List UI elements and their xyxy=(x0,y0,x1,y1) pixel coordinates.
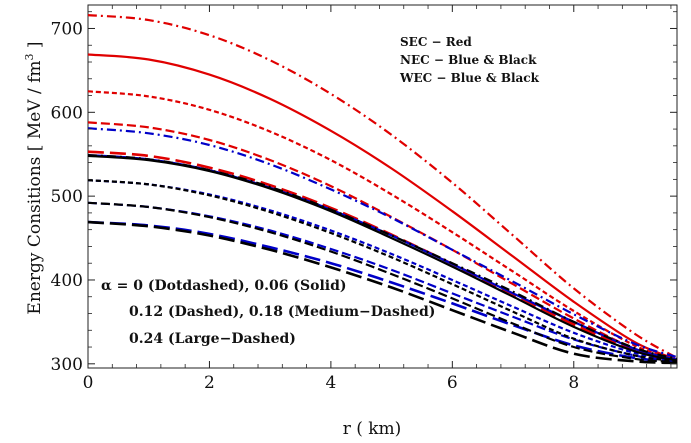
y-tick-label-2: 500 xyxy=(51,187,83,207)
x-tick-label-4: 8 xyxy=(568,373,579,393)
series-line-14 xyxy=(87,220,678,365)
legend-line-sec: SEC − Red xyxy=(400,35,472,49)
legend-box: SEC − Red NEC − Blue & Black WEC − Blue … xyxy=(399,35,540,85)
y-axis-title-superscript: 3 xyxy=(23,53,36,60)
series-line-2 xyxy=(87,90,678,362)
y-tick-label-4: 700 xyxy=(51,19,83,39)
series-line-13 xyxy=(87,201,678,364)
series-line-10 xyxy=(87,154,678,360)
x-tick-label-2: 4 xyxy=(325,373,336,393)
series-line-11 xyxy=(87,154,678,362)
x-axis-title: r ( km) xyxy=(343,419,402,439)
alpha-annotation: α = 0 (Dotdashed), 0.06 (Solid) 0.12 (Da… xyxy=(101,278,435,347)
y-tick-label-0: 300 xyxy=(51,355,83,375)
series-line-12 xyxy=(87,179,678,363)
series-line-9 xyxy=(87,220,678,364)
annotation-line-2: 0.12 (Dashed), 0.18 (Medium−Dashed) xyxy=(129,304,435,320)
legend-line-wec: WEC − Blue & Black xyxy=(399,71,540,85)
series-line-1 xyxy=(87,53,678,361)
annotation-line-1: α = 0 (Dotdashed), 0.06 (Solid) xyxy=(101,278,347,294)
x-tick-label-1: 2 xyxy=(204,373,215,393)
series-line-0 xyxy=(87,14,678,359)
y-axis-title-closing: ] xyxy=(25,41,45,53)
svg-text:Energy Consitions [ MeV / fm: Energy Consitions [ MeV / fm3 ] xyxy=(23,41,45,314)
annotation-line-3: 0.24 (Large−Dashed) xyxy=(129,331,296,347)
legend-line-nec: NEC − Blue & Black xyxy=(400,53,537,67)
plot-frame xyxy=(87,4,678,369)
series-line-7 xyxy=(87,179,678,362)
series-line-3 xyxy=(87,121,678,363)
y-tick-label-3: 600 xyxy=(51,103,83,123)
ticks-layer: 0 2 4 6 8 300 400 500 600 700 xyxy=(51,5,677,393)
y-axis-title-text: Energy Consitions [ MeV / fm xyxy=(25,60,45,314)
y-axis-title: Energy Consitions [ MeV / fm3 ] xyxy=(23,41,45,314)
series-layer xyxy=(87,14,678,365)
x-tick-label-0: 0 xyxy=(83,373,94,393)
x-tick-label-3: 6 xyxy=(447,373,458,393)
y-tick-label-1: 400 xyxy=(51,271,83,291)
